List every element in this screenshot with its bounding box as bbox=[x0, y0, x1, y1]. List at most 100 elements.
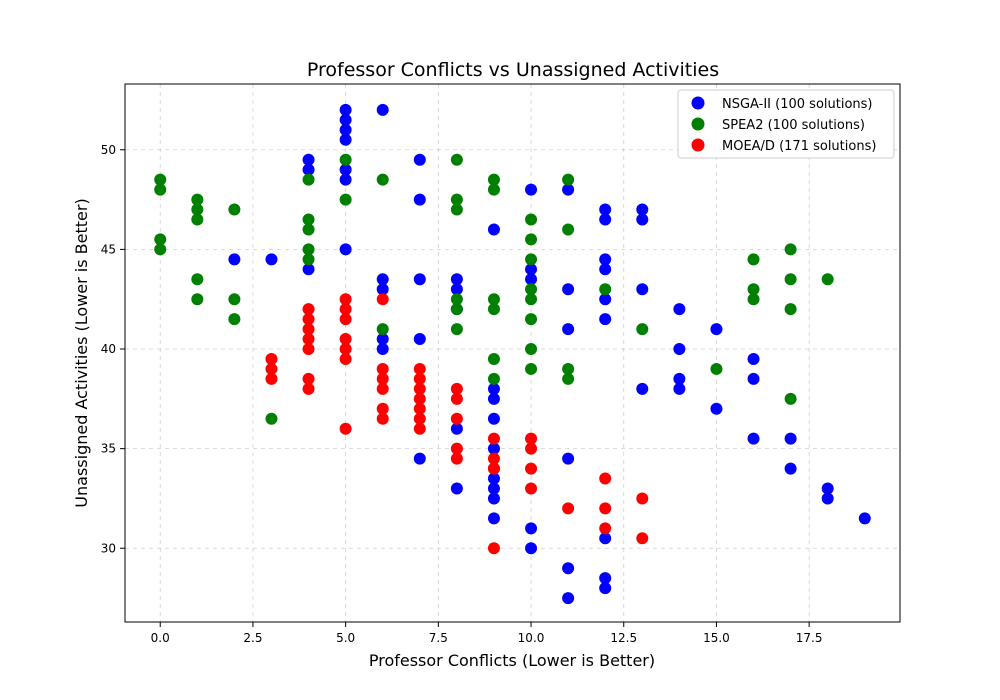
moead-point bbox=[413, 362, 426, 375]
nsga2-point bbox=[487, 382, 500, 395]
spea2-point bbox=[525, 283, 538, 296]
grid bbox=[125, 84, 900, 622]
spea2-point bbox=[487, 303, 500, 316]
spea2-point bbox=[487, 352, 500, 365]
moead-point bbox=[265, 372, 278, 385]
nsga2-point bbox=[784, 462, 797, 475]
legend-box bbox=[677, 89, 895, 159]
nsga2-point bbox=[525, 522, 538, 535]
moead-point bbox=[376, 293, 389, 306]
nsga2-point bbox=[376, 103, 389, 116]
nsga2-point bbox=[673, 372, 686, 385]
spea2-point bbox=[191, 213, 204, 226]
moead-point bbox=[450, 392, 463, 405]
spea2-point bbox=[339, 153, 352, 166]
nsga2-point bbox=[525, 183, 538, 196]
nsga2-point bbox=[413, 333, 426, 346]
legend-marker-moead bbox=[691, 138, 705, 152]
x-tick-label: 17.5 bbox=[796, 631, 823, 645]
nsga2-point bbox=[636, 283, 649, 296]
spea2-point bbox=[450, 303, 463, 316]
moead-point bbox=[487, 462, 500, 475]
spea2-point bbox=[450, 193, 463, 206]
spea2-point bbox=[562, 362, 575, 375]
moead-point bbox=[413, 412, 426, 425]
nsga2-point bbox=[784, 432, 797, 445]
moead-point bbox=[265, 362, 278, 375]
legend-label-spea2: SPEA2 (100 solutions) bbox=[722, 118, 865, 133]
nsga2-point bbox=[487, 492, 500, 505]
nsga2-point bbox=[339, 243, 352, 256]
y-tick-label: 40 bbox=[101, 342, 116, 356]
spea2-point bbox=[562, 173, 575, 186]
spea2-point bbox=[450, 293, 463, 306]
nsga2-point bbox=[599, 263, 612, 276]
nsga2-point bbox=[376, 273, 389, 286]
moead-point bbox=[376, 372, 389, 385]
spea2-point bbox=[191, 193, 204, 206]
nsga2-point bbox=[339, 103, 352, 116]
y-tick-label: 35 bbox=[101, 442, 116, 456]
spea2-point bbox=[525, 253, 538, 266]
spea2-point bbox=[710, 362, 723, 375]
moead-point bbox=[525, 482, 538, 495]
nsga2-point bbox=[525, 542, 538, 555]
nsga2-point bbox=[747, 372, 760, 385]
nsga2-point bbox=[450, 273, 463, 286]
moead-point bbox=[376, 382, 389, 395]
spea2-point bbox=[487, 372, 500, 385]
spea2-point bbox=[784, 392, 797, 405]
moead-point bbox=[339, 333, 352, 346]
nsga2-point bbox=[673, 303, 686, 316]
x-tick-label: 5.0 bbox=[336, 631, 355, 645]
spea2-point bbox=[339, 193, 352, 206]
moead-point bbox=[302, 382, 315, 395]
moead-point bbox=[376, 362, 389, 375]
spea2-point bbox=[228, 313, 241, 326]
moead-point bbox=[450, 452, 463, 465]
spea2-point bbox=[376, 323, 389, 336]
moead-point bbox=[525, 462, 538, 475]
nsga2-point bbox=[710, 402, 723, 415]
moead-point bbox=[376, 402, 389, 415]
legend-marker-nsga2 bbox=[691, 96, 705, 110]
data-points bbox=[154, 103, 871, 605]
spea2-point bbox=[784, 303, 797, 316]
nsga2-point bbox=[636, 382, 649, 395]
nsga2-point bbox=[228, 253, 241, 266]
spea2-point bbox=[821, 273, 834, 286]
nsga2-point bbox=[376, 333, 389, 346]
nsga2-point bbox=[636, 213, 649, 226]
nsga2-point bbox=[450, 283, 463, 296]
y-tick-label: 50 bbox=[101, 143, 116, 157]
y-tick-label: 45 bbox=[101, 242, 116, 256]
spea2-point bbox=[747, 293, 760, 306]
nsga2-point bbox=[562, 452, 575, 465]
x-tick-label: 15.0 bbox=[703, 631, 730, 645]
moead-point bbox=[413, 372, 426, 385]
spea2-point bbox=[747, 283, 760, 296]
moead-point bbox=[450, 442, 463, 455]
spea2-point bbox=[450, 203, 463, 216]
legend-label-nsga2: NSGA-II (100 solutions) bbox=[722, 97, 873, 112]
spea2-point bbox=[450, 323, 463, 336]
nsga2-point bbox=[636, 203, 649, 216]
spea2-point bbox=[525, 362, 538, 375]
y-tick-label: 30 bbox=[101, 541, 116, 555]
moead-point bbox=[302, 333, 315, 346]
moead-point bbox=[413, 402, 426, 415]
spea2-point bbox=[525, 343, 538, 356]
nsga2-point bbox=[413, 452, 426, 465]
spea2-point bbox=[525, 293, 538, 306]
spea2-point bbox=[487, 293, 500, 306]
spea2-point bbox=[154, 173, 167, 186]
moead-point bbox=[413, 422, 426, 435]
chart-title: Professor Conflicts vs Unassigned Activi… bbox=[307, 59, 719, 81]
nsga2-point bbox=[487, 442, 500, 455]
nsga2-point bbox=[821, 482, 834, 495]
moead-point bbox=[599, 472, 612, 485]
spea2-point bbox=[154, 233, 167, 246]
moead-point bbox=[339, 303, 352, 316]
nsga2-point bbox=[599, 532, 612, 545]
